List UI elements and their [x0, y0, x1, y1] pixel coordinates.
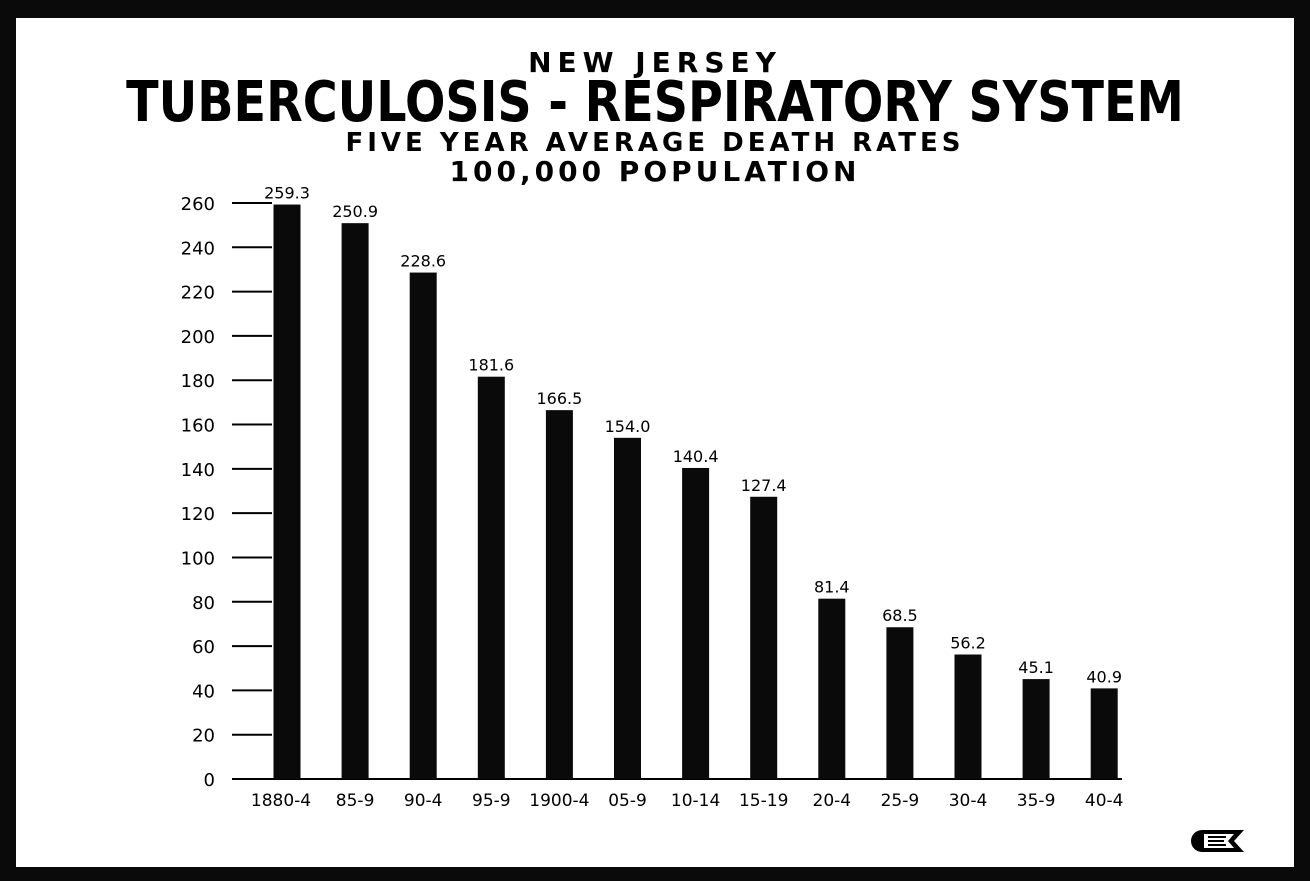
y-tick-label: 200 — [181, 327, 215, 348]
y-tick-label: 40 — [192, 681, 215, 702]
value-label: 56.2 — [950, 633, 986, 652]
value-label: 81.4 — [814, 578, 850, 597]
value-label: 127.4 — [741, 476, 787, 495]
y-tick-label: 180 — [181, 371, 215, 392]
x-tick-labels: 1880-4 85-9 90-4 95-9 1900-4 05-9 10-14 15-19 20… — [251, 791, 1124, 811]
title-line-3: FIVE YEAR AVERAGE DEATH RATES — [345, 128, 965, 158]
y-tick-label: 160 — [181, 416, 215, 437]
bars — [273, 204, 1118, 779]
bar — [614, 437, 641, 779]
x-tick-label: 1880-4 — [251, 791, 311, 811]
y-tick-label: 140 — [181, 460, 215, 481]
x-tick-label: 15-19 — [739, 791, 788, 811]
value-label: 40.9 — [1086, 667, 1122, 686]
value-label: 154.0 — [605, 417, 651, 436]
y-axis: 0 20 40 60 80 100 120 140 160 180 200 220 240 260 — [181, 194, 272, 791]
bar — [886, 627, 914, 779]
title-line-1: NEW JERSEY — [528, 46, 782, 79]
bar — [954, 654, 982, 779]
value-label: 68.5 — [882, 606, 918, 625]
y-tick-label: 240 — [181, 238, 215, 259]
value-labels: 259.3 250.9 228.6 181.6 166.5 154.0 140.4 127.4… — [264, 184, 1122, 687]
y-tick-label: 0 — [204, 770, 215, 791]
x-tick-label: 10-14 — [671, 791, 720, 811]
poster-board — [16, 18, 1294, 867]
x-tick-label: 1900-4 — [529, 791, 589, 811]
x-tick-label: 85-9 — [336, 791, 375, 811]
value-label: 140.4 — [673, 447, 719, 466]
y-tick-label: 20 — [192, 726, 215, 747]
y-tick-label: 80 — [192, 593, 215, 614]
y-tick-label: 100 — [181, 548, 215, 569]
bar — [818, 598, 846, 779]
x-tick-label: 25-9 — [881, 791, 920, 811]
value-label: 228.6 — [400, 252, 446, 271]
value-label: 166.5 — [536, 389, 582, 408]
value-label: 250.9 — [332, 202, 378, 221]
y-tick-label: 220 — [181, 283, 215, 304]
x-tick-label: 95-9 — [472, 791, 511, 811]
y-tick-label: 60 — [192, 637, 215, 658]
x-tick-label: 05-9 — [608, 791, 647, 811]
title-line-4: 100,000 POPULATION — [449, 155, 861, 188]
bar — [273, 204, 301, 779]
x-tick-label: 30-4 — [949, 791, 988, 811]
bar — [409, 272, 437, 779]
bar — [1022, 679, 1050, 779]
x-tick-label: 35-9 — [1017, 791, 1056, 811]
bar — [545, 410, 573, 779]
y-tick-label: 120 — [181, 504, 215, 525]
bar — [682, 467, 710, 779]
bar — [750, 496, 778, 779]
y-tick-label: 260 — [181, 194, 215, 215]
value-label: 181.6 — [468, 356, 514, 375]
value-label: 45.1 — [1018, 658, 1054, 677]
x-tick-label: 20-4 — [813, 791, 852, 811]
value-label: 259.3 — [264, 184, 310, 203]
x-tick-label: 40-4 — [1085, 791, 1124, 811]
x-tick-label: 90-4 — [404, 791, 443, 811]
bar — [341, 223, 369, 779]
bar — [1090, 688, 1118, 779]
health-education-badge-icon — [1191, 830, 1244, 852]
title-line-2: TUBERCULOSIS - RESPIRATORY SYSTEM — [126, 70, 1184, 135]
bar — [477, 376, 505, 779]
